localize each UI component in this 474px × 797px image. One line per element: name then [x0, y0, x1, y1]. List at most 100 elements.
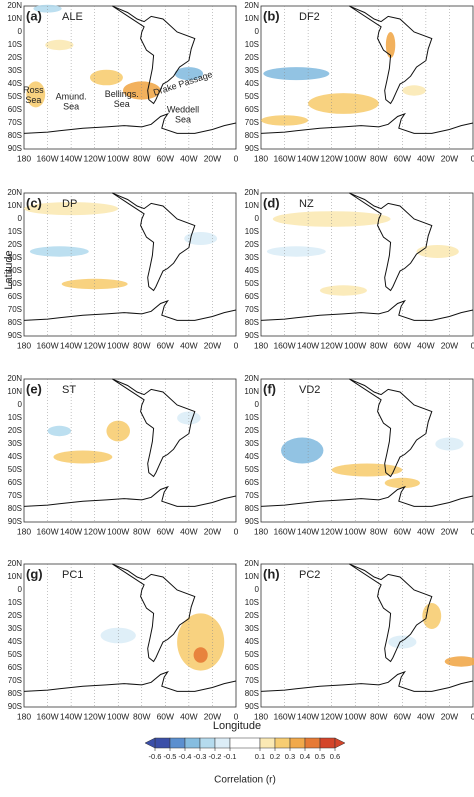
- lon-tick-label: 80W: [133, 153, 150, 163]
- lon-tick-label: 80W: [133, 711, 150, 721]
- lon-tick-label: 100W: [344, 526, 366, 536]
- lat-tick-label: 0: [18, 400, 23, 409]
- lon-tick-label: 40W: [180, 526, 197, 536]
- correlation-patch: [384, 477, 421, 489]
- place-name: Sea: [63, 101, 79, 111]
- correlation-patch: [266, 246, 326, 257]
- correlation-patch: [193, 647, 208, 663]
- lon-tick-label: 120W: [321, 153, 343, 163]
- lon-tick-label: 20W: [441, 340, 458, 350]
- panel-label: (a): [26, 8, 42, 23]
- lat-tick-label: 90S: [245, 702, 259, 711]
- lon-tick-label: 180: [17, 711, 31, 721]
- lon-tick-label: 80W: [370, 340, 387, 350]
- correlation-patch: [33, 4, 62, 13]
- correlation-patch: [272, 211, 391, 227]
- lat-tick-label: 0: [255, 27, 260, 36]
- lon-tick-label: 80W: [133, 340, 150, 350]
- lon-tick-label: 0: [471, 340, 474, 350]
- coastline: [260, 112, 474, 134]
- lat-tick-label: 70S: [245, 676, 259, 685]
- lon-tick-label: 20W: [441, 153, 458, 163]
- lon-tick-label: 100W: [107, 340, 129, 350]
- map-panel: (g) PC1 20N 10N 0 10S 20S 30S 40S 50S 60S 70S 80S 90S…: [7, 559, 238, 721]
- correlation-patch: [174, 67, 204, 81]
- lat-tick-label: 60S: [245, 292, 259, 301]
- lat-tick-label: 30S: [8, 253, 22, 262]
- lon-tick-label: 160W: [273, 711, 295, 721]
- lon-tick-label: 180: [254, 340, 268, 350]
- lon-tick-label: 60W: [394, 526, 411, 536]
- map-frame: [23, 5, 237, 150]
- coastline: [260, 299, 474, 321]
- lat-tick-label: 10S: [245, 40, 259, 49]
- lon-tick-label: 20W: [441, 526, 458, 536]
- lon-tick-label: 140W: [297, 340, 319, 350]
- lon-tick-label: 100W: [107, 711, 129, 721]
- lon-tick-label: 20W: [204, 526, 221, 536]
- lat-tick-label: 40S: [8, 266, 22, 275]
- lon-tick-label: 60W: [157, 711, 174, 721]
- lon-tick-label: 40W: [180, 153, 197, 163]
- lon-tick-label: 140W: [297, 711, 319, 721]
- lon-tick-label: 160W: [273, 340, 295, 350]
- lat-tick-label: 10S: [8, 598, 22, 607]
- lat-tick-label: 40S: [8, 637, 22, 646]
- correlation-patch: [402, 85, 426, 96]
- lon-tick-label: 20W: [204, 340, 221, 350]
- coastline: [260, 670, 474, 692]
- lon-tick-label: 160W: [273, 153, 295, 163]
- correlation-patch: [29, 246, 89, 257]
- lon-tick-label: 140W: [60, 526, 82, 536]
- lat-tick-label: 60S: [8, 105, 22, 114]
- lon-tick-label: 140W: [60, 340, 82, 350]
- colorbar-bin: [289, 737, 306, 749]
- panel-label: (d): [263, 195, 280, 210]
- map-panel: (f) VD2 20N 10N 0 10S 20S 30S 40S 50S 60S 70S 80S 90S…: [244, 374, 474, 536]
- lat-tick-label: 70S: [245, 305, 259, 314]
- lat-tick-label: 30S: [245, 253, 259, 262]
- lon-tick-label: 120W: [321, 711, 343, 721]
- correlation-patch: [53, 450, 113, 464]
- lon-tick-label: 80W: [370, 711, 387, 721]
- coastline: [349, 378, 433, 478]
- lon-tick-label: 180: [254, 711, 268, 721]
- correlation-patch: [89, 69, 123, 86]
- lat-tick-label: 10N: [7, 201, 22, 210]
- lon-tick-label: 160W: [36, 340, 58, 350]
- colorbar-tick-label: -0.3: [194, 752, 207, 761]
- lon-tick-label: 60W: [157, 526, 174, 536]
- colorbar-arrow: [334, 737, 346, 749]
- colorbar-bin: [214, 737, 231, 749]
- correlation-patch: [184, 232, 218, 245]
- lat-tick-label: 60S: [245, 105, 259, 114]
- lat-tick-label: 60S: [8, 478, 22, 487]
- panel-label: (f): [263, 381, 276, 396]
- lat-tick-label: 0: [18, 27, 23, 36]
- map-panel: (d) NZ20N10N010S20S30S40S50S60S70S80S90S1…: [244, 188, 474, 350]
- lat-tick-label: 20S: [245, 240, 259, 249]
- lat-tick-label: 80S: [245, 318, 259, 327]
- lat-tick-label: 70S: [8, 305, 22, 314]
- lat-tick-label: 30S: [8, 439, 22, 448]
- colorbar-tick-label: 0.5: [315, 752, 325, 761]
- lon-tick-label: 160W: [36, 526, 58, 536]
- lon-tick-label: 140W: [297, 153, 319, 163]
- lat-tick-label: 20N: [244, 374, 259, 383]
- panel-name: PC2: [299, 569, 320, 581]
- lat-tick-label: 20S: [245, 426, 259, 435]
- panel-name: PC1: [62, 569, 83, 581]
- panel-name: DF2: [299, 11, 320, 23]
- lon-tick-label: 120W: [84, 340, 106, 350]
- lat-tick-label: 30S: [8, 624, 22, 633]
- place-name: Weddell: [167, 104, 199, 114]
- colorbar-bin: [154, 737, 171, 749]
- lat-tick-label: 30S: [245, 624, 259, 633]
- lon-tick-label: 180: [17, 340, 31, 350]
- map-panel: (a) ALE 20N 10N 0 10S 20S 30S 40S 50S 60S 70S 80S 90S…: [7, 1, 238, 163]
- lat-tick-label: 80S: [245, 689, 259, 698]
- correlation-patch: [281, 437, 324, 464]
- lat-tick-label: 20S: [8, 611, 22, 620]
- lat-tick-label: 80S: [245, 131, 259, 140]
- coastline: [112, 563, 196, 663]
